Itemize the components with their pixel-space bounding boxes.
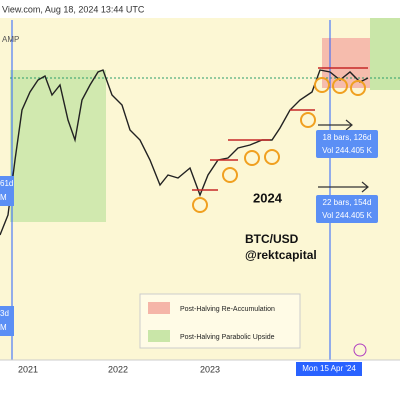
parabolic-zone xyxy=(10,70,106,222)
arrows xyxy=(318,119,369,193)
legend-swatch xyxy=(148,330,170,342)
resistance-lines xyxy=(192,67,368,191)
measure-text: Vol 244.405 K xyxy=(322,146,372,155)
left-box-text: M xyxy=(0,193,7,202)
measure-box xyxy=(316,195,378,223)
legend-label: Post-Halving Re-Accumulation xyxy=(180,306,275,313)
left-box xyxy=(0,176,14,206)
left-box-text: 3d xyxy=(0,309,9,318)
pair-annotation: BTC/USD xyxy=(245,232,299,246)
price-line xyxy=(0,69,369,236)
x-tick-label: 2021 xyxy=(18,364,38,374)
legend-swatch xyxy=(148,302,170,314)
year-annotation: 2024 xyxy=(253,190,283,205)
indicator-label: AMP xyxy=(2,35,19,44)
left-box-text: 61d xyxy=(0,179,13,188)
legend-label: Post-Halving Parabolic Upside xyxy=(180,334,275,341)
measure-text: 22 bars, 154d xyxy=(323,198,372,207)
header-bar xyxy=(0,0,400,18)
left-box xyxy=(0,306,14,336)
parabolic-zone xyxy=(370,15,400,90)
alert-icon[interactable] xyxy=(353,343,367,357)
x-tick-label: 2023 xyxy=(200,364,220,374)
measure-text: Vol 244.405 K xyxy=(322,211,372,220)
measure-box xyxy=(316,130,378,158)
header-source: View.com, Aug 18, 2024 13:44 UTC xyxy=(2,4,145,14)
author-annotation: @rektcapital xyxy=(245,248,317,262)
measure-text: 18 bars, 126d xyxy=(323,133,372,142)
support-circles xyxy=(192,77,366,213)
left-box-text: M xyxy=(0,323,7,332)
cursor-label: Mon 15 Apr '24 xyxy=(302,364,356,373)
x-tick-label: 2022 xyxy=(108,364,128,374)
cursor-label-box xyxy=(296,362,362,376)
